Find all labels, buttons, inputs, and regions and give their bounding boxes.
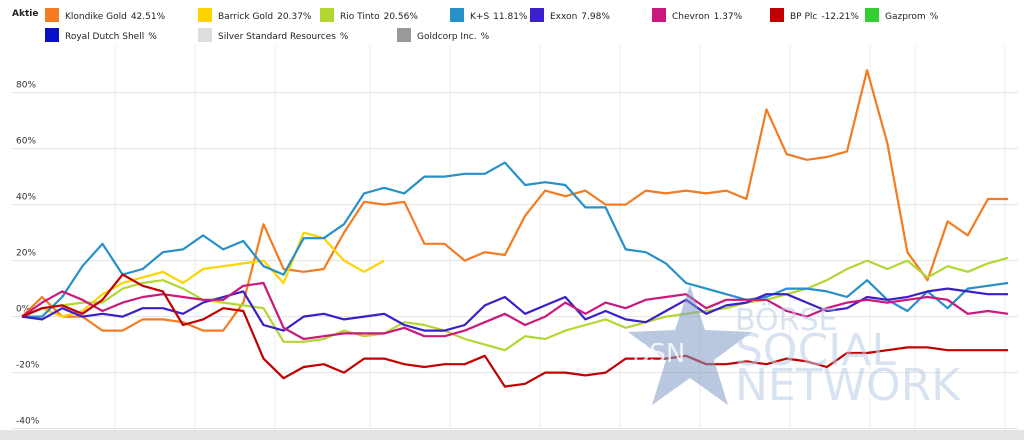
legend-label: Gazprom% — [885, 12, 939, 22]
legend-label: Royal Dutch Shell% — [65, 32, 157, 42]
bottom-band — [0, 430, 1024, 440]
watermark: BSN BÖRSE SOCIAL NETWORK — [628, 285, 961, 411]
legend-swatch — [45, 28, 59, 42]
legend-label: Barrick Gold 20.37% — [218, 12, 312, 22]
legend-swatch — [450, 8, 464, 22]
legend-name: Silver Standard Resources — [218, 32, 336, 42]
series-line — [21, 273, 1008, 388]
legend-name: Gazprom — [885, 12, 926, 22]
legend-change: -12.21% — [821, 12, 859, 22]
legend-name: BP Plc — [790, 12, 817, 22]
legend-name: Barrick Gold — [218, 12, 273, 22]
series-line — [21, 256, 1009, 352]
legend-swatch — [45, 8, 59, 22]
legend-name: Exxon — [550, 12, 577, 22]
series-line — [22, 161, 1009, 318]
legend-label: Chevron 1.37% — [672, 12, 743, 22]
legend-change: 11.81% — [493, 12, 528, 22]
legend-name: Chevron — [672, 12, 710, 22]
legend-swatch — [530, 8, 544, 22]
legend-swatch — [397, 28, 411, 42]
legend-name: Goldcorp Inc. — [417, 32, 477, 42]
legend-title: Aktie — [12, 9, 38, 19]
legend-name: Rio Tinto — [340, 12, 380, 22]
watermark-text: BÖRSE — [735, 302, 838, 338]
legend-change: 1.37% — [714, 12, 743, 22]
series-line — [21, 69, 1008, 332]
legend-change: 20.56% — [384, 12, 419, 22]
legend-label: Silver Standard Resources% — [218, 32, 349, 42]
legend-swatch — [865, 8, 879, 22]
legend-swatch — [770, 8, 784, 22]
y-tick-label: -40% — [16, 417, 40, 427]
legend-change: 20.37% — [277, 12, 312, 22]
legend-label: K+S 11.81% — [470, 12, 528, 22]
y-tick-label: 60% — [16, 137, 36, 147]
y-tick-label: -20% — [16, 361, 40, 371]
legend-change: % — [481, 32, 490, 42]
watermark-star — [628, 285, 752, 405]
series-line — [21, 281, 1009, 341]
legend-name: Klondike Gold — [65, 12, 127, 22]
y-tick-label: 80% — [16, 81, 36, 91]
legend-swatch — [198, 8, 212, 22]
legend-change: 42.51% — [131, 12, 166, 22]
legend-label: BP Plc -12.21% — [790, 12, 859, 22]
legend-name: Royal Dutch Shell — [65, 32, 144, 42]
legend-label: Rio Tinto 20.56% — [340, 12, 418, 22]
legend-swatch — [320, 8, 334, 22]
legend-swatch — [198, 28, 212, 42]
watermark-text: NETWORK — [735, 360, 961, 411]
legend-change: 7.98% — [581, 12, 610, 22]
y-tick-label: 40% — [16, 193, 36, 203]
watermark-badge: BSN — [632, 339, 685, 369]
legend-swatch — [652, 8, 666, 22]
legend-label: Klondike Gold 42.51% — [65, 12, 166, 22]
y-tick-label: 20% — [16, 249, 36, 259]
series-line — [21, 287, 1008, 332]
legend-change: % — [930, 12, 939, 22]
legend-change: % — [148, 32, 157, 42]
legend-label: Exxon 7.98% — [550, 12, 610, 22]
y-tick-label: 0% — [16, 305, 31, 315]
legend-change: % — [340, 32, 349, 42]
legend-name: K+S — [470, 12, 489, 22]
legend-label: Goldcorp Inc.% — [417, 32, 490, 42]
watermark-text: SOCIAL — [735, 325, 896, 376]
